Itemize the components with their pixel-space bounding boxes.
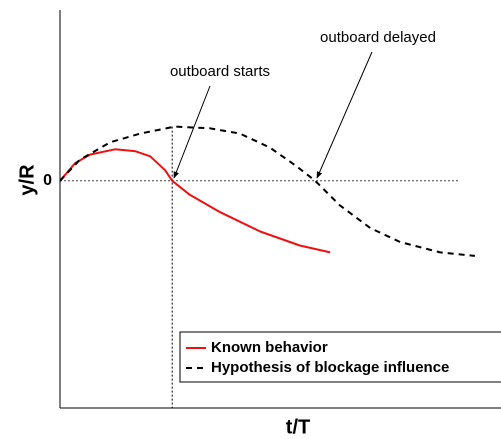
legend-label: Hypothesis of blockage influence: [211, 359, 449, 376]
annotation: outboard starts: [170, 63, 270, 80]
annotation: outboard delayed: [320, 29, 436, 46]
x-axis-label: t/T: [286, 416, 310, 438]
line-series: [59, 125, 476, 257]
y-tick-label: 0: [43, 172, 52, 189]
annotation-arrow: [316, 51, 373, 179]
y-axis-label: y/R: [16, 164, 38, 196]
legend-box: [179, 331, 501, 383]
annotation-arrow: [173, 85, 211, 179]
line-series: [59, 148, 331, 254]
legend-label: Known behavior: [211, 339, 328, 356]
